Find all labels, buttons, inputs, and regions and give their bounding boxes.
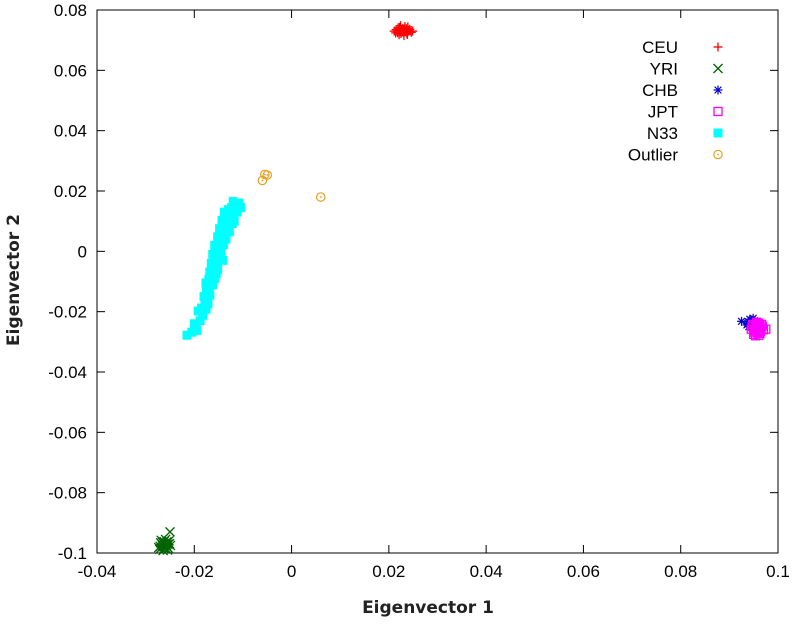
y-tick-label: 0.02: [54, 182, 87, 201]
legend-marker-n33: [713, 128, 723, 138]
series-n33: [182, 197, 245, 340]
y-tick-label: -0.04: [48, 363, 87, 382]
legend-marker-chb: [713, 85, 723, 95]
x-axis-title: Eigenvector 1: [362, 598, 494, 618]
y-tick-label: 0.04: [54, 122, 87, 141]
x-tick-label: 0.04: [470, 562, 503, 581]
point-n33: [211, 269, 221, 279]
y-tick-label: -0.02: [48, 303, 87, 322]
x-tick-label: -0.04: [78, 562, 117, 581]
point-n33: [228, 197, 238, 207]
legend-label-chb: CHB: [642, 81, 678, 100]
y-tick-label: -0.1: [58, 544, 87, 563]
plot-area: [96, 9, 779, 554]
point-n33: [224, 214, 234, 224]
circle-ring: [257, 175, 268, 186]
y-tick-label: -0.08: [48, 484, 87, 503]
cross-stroke-b: [162, 536, 173, 547]
point-n33: [197, 303, 207, 313]
point-n33: [190, 322, 200, 332]
point-yri: [165, 526, 175, 537]
circle-dot: [717, 153, 719, 156]
point-n33: [229, 216, 239, 226]
plot-border: [96, 9, 779, 554]
point-n33: [217, 255, 227, 265]
point-n33: [199, 292, 209, 302]
x-tick-label: -0.02: [175, 562, 214, 581]
point-jpt: [751, 317, 762, 327]
point-jpt: [752, 320, 763, 330]
series-ceu: [389, 21, 418, 41]
point-ceu: [391, 28, 401, 38]
point-n33: [182, 330, 192, 340]
point-n33: [198, 310, 208, 320]
series-yri: [153, 526, 176, 556]
x-tick-label: 0.1: [766, 562, 790, 581]
x-tick-label: 0.06: [567, 562, 600, 581]
x-axis: -0.04 -0.02 0 0.02 0.04 0.06 0.08 0.1: [78, 10, 790, 581]
circle-ring: [713, 149, 723, 160]
point-n33: [221, 234, 231, 244]
point-n33: [208, 280, 218, 290]
legend: CEU YRI CHB JPT N33 Outlier: [628, 38, 723, 165]
point-n33: [224, 227, 234, 237]
point-n33: [216, 248, 226, 258]
point-ceu: [402, 28, 412, 38]
x-tick-label: 0.02: [372, 562, 405, 581]
legend-marker-ceu: [713, 42, 723, 52]
legend-label-yri: YRI: [650, 60, 678, 79]
point-yri: [162, 536, 173, 547]
cross-stroke-b: [158, 541, 169, 552]
star-stroke-b: [737, 317, 746, 326]
point-n33: [187, 327, 197, 337]
circle-dot: [263, 173, 266, 176]
x-tick-label: 0: [287, 562, 296, 581]
circle-dot: [261, 179, 264, 182]
point-ceu: [403, 22, 413, 32]
y-tick-label: 0: [78, 242, 87, 261]
y-tick-label: 0.08: [54, 1, 87, 20]
point-n33: [203, 299, 213, 309]
x-tick-label: 0.08: [664, 562, 697, 581]
point-n33: [235, 203, 245, 213]
cross-stroke-b: [713, 63, 723, 74]
point-n33: [210, 273, 220, 283]
point-ceu: [397, 24, 407, 34]
series-jpt: [746, 317, 771, 341]
point-outlier: [262, 170, 273, 180]
y-tick-label: -0.06: [48, 423, 87, 442]
point-n33: [218, 240, 228, 250]
circle-ring: [262, 170, 273, 180]
point-outlier: [315, 192, 326, 202]
point-n33: [232, 207, 242, 217]
point-jpt: [755, 326, 766, 337]
legend-marker-outlier: [713, 149, 723, 160]
legend-marker-yri: [713, 63, 723, 74]
y-axis: -0.1 -0.08 -0.06 -0.04 -0.02 0 0.02 0.04 0.06 0.0…: [48, 1, 778, 563]
legend-marker-jpt: [713, 106, 723, 117]
point-n33: [234, 198, 244, 208]
cross-stroke-b: [165, 526, 175, 537]
legend-label-jpt: JPT: [648, 103, 678, 122]
point-n33: [195, 316, 205, 326]
series-outlier: [257, 169, 326, 202]
point-outlier: [257, 175, 268, 186]
y-axis-title: Eigenvector 2: [4, 214, 24, 346]
legend-label-ceu: CEU: [642, 38, 678, 57]
point-ceu: [398, 23, 408, 33]
point-n33: [213, 264, 223, 274]
legend-label-n33: N33: [647, 124, 678, 143]
point-yri: [158, 541, 169, 552]
legend-label-outlier: Outlier: [628, 146, 678, 165]
point-ceu: [408, 26, 418, 36]
star-stroke-b: [714, 86, 722, 94]
data-points: [153, 21, 771, 556]
y-tick-label: 0.06: [54, 61, 87, 80]
circle-ring: [315, 192, 326, 202]
circle-dot: [266, 174, 269, 176]
circle-dot: [319, 196, 322, 198]
